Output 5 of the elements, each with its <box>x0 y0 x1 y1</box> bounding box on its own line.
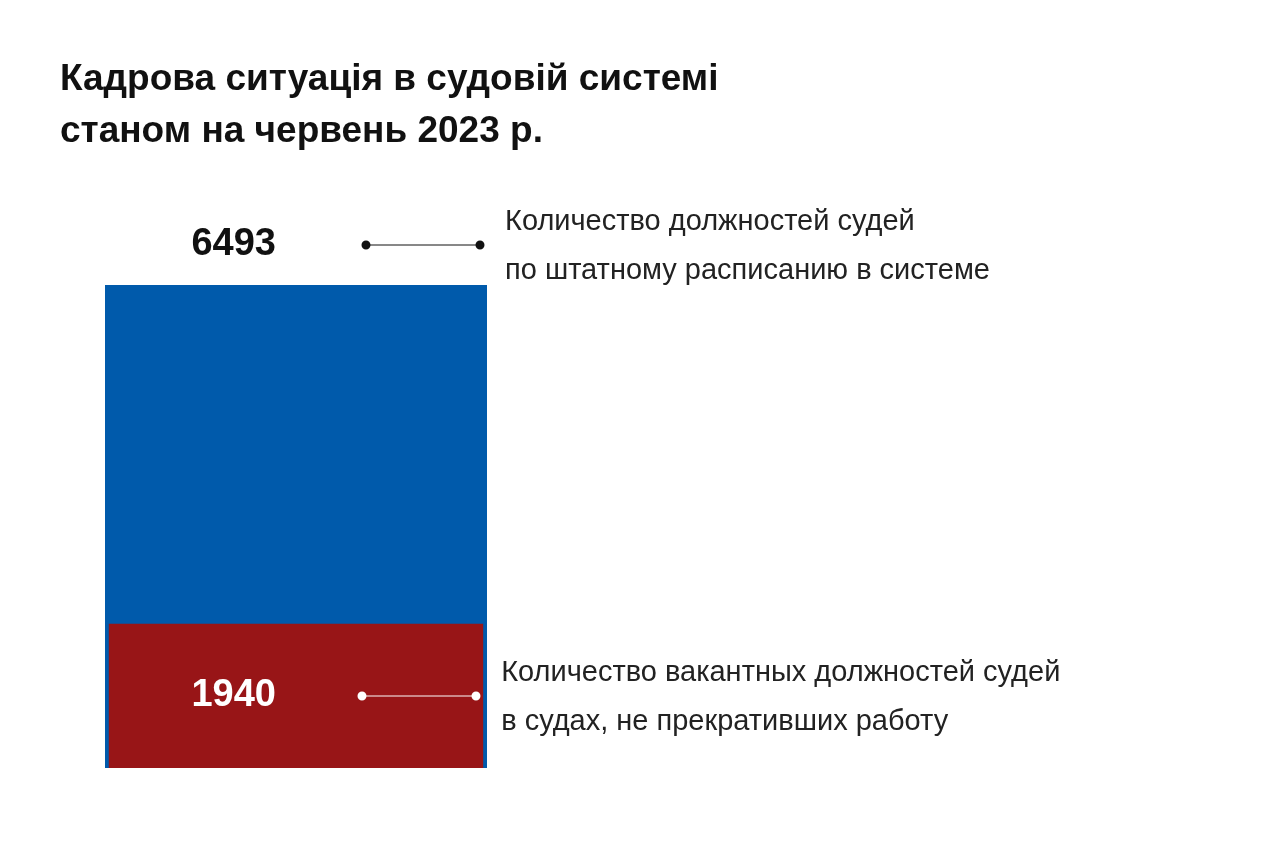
chart-title: Кадрова ситуація в судовій системі станом на червень 2023 р. <box>60 56 719 152</box>
annotation: Количество должностей судей по штатному расписанию в системе <box>505 203 990 287</box>
data-label: 1940 <box>191 672 276 715</box>
annotation: Количество вакантных должностей судей в судах, не прекративших работу <box>501 653 1061 738</box>
data-label: 6493 <box>191 221 276 264</box>
